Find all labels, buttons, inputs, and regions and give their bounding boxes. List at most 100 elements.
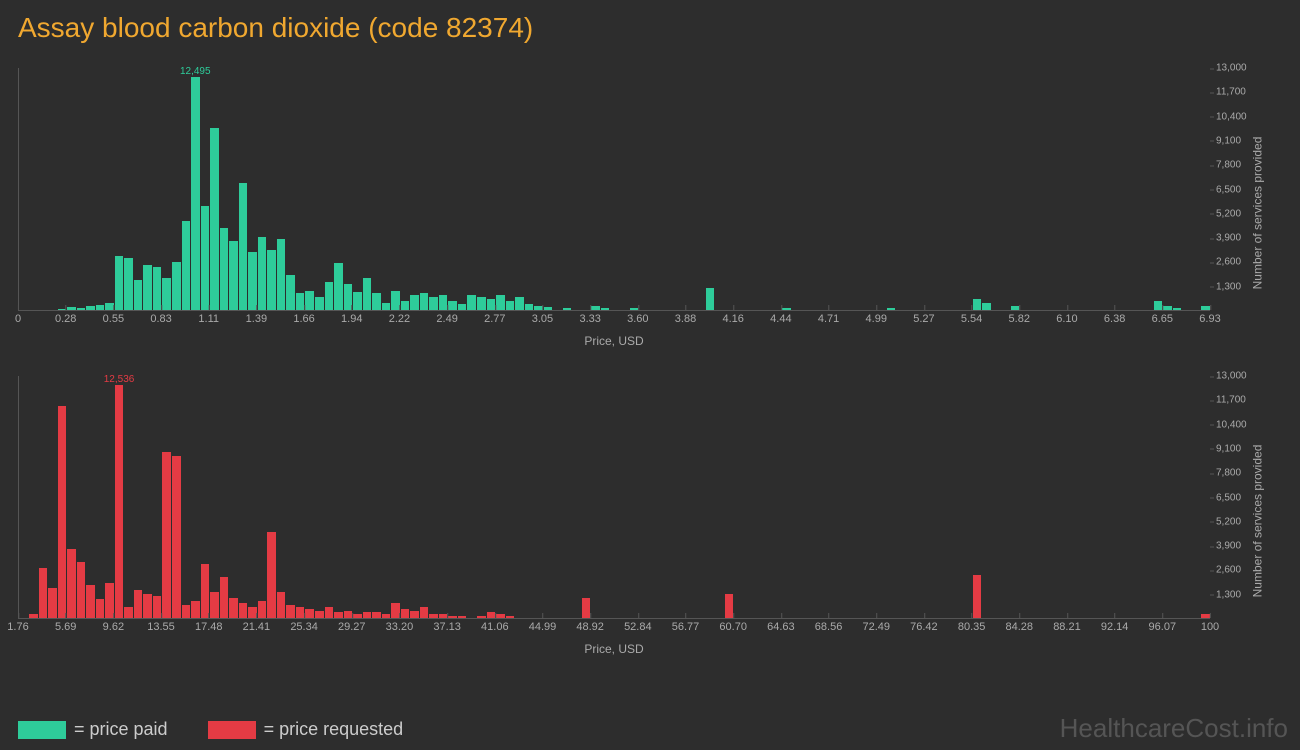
- bar: [1173, 308, 1182, 310]
- bar: [86, 585, 95, 619]
- x-tick: 52.84: [624, 621, 652, 633]
- x-tick: 6.38: [1104, 313, 1125, 325]
- bar: [48, 588, 57, 618]
- x-tick: 33.20: [386, 621, 414, 633]
- bar: [115, 256, 124, 310]
- legend-label-paid: = price paid: [74, 719, 168, 740]
- x-tick: 1.76: [7, 621, 28, 633]
- y-tick: 1,300: [1216, 589, 1241, 600]
- y-tick: 5,200: [1216, 208, 1241, 219]
- bar: [182, 605, 191, 618]
- chart-bottom-y-ticks: 1,3002,6003,9005,2006,5007,8009,10010,40…: [1212, 376, 1250, 619]
- chart-bottom-peak-label: 12,536: [104, 374, 135, 385]
- bar: [372, 293, 381, 310]
- bar: [1011, 306, 1020, 310]
- bar: [143, 594, 152, 618]
- bar: [162, 278, 171, 310]
- bar: [210, 592, 219, 618]
- bar: [277, 592, 286, 618]
- bar: [325, 607, 334, 618]
- y-tick: 1,300: [1216, 281, 1241, 292]
- bar: [201, 564, 210, 618]
- chart-bottom-plot: 12,536: [18, 376, 1210, 619]
- x-tick: 5.82: [1009, 313, 1030, 325]
- bar: [258, 237, 267, 310]
- x-tick: 4.71: [818, 313, 839, 325]
- bar: [86, 306, 95, 310]
- bar: [410, 295, 419, 310]
- bar: [153, 267, 162, 310]
- bar: [448, 301, 457, 310]
- x-tick: 4.44: [770, 313, 791, 325]
- bar: [277, 239, 286, 310]
- bar: [477, 616, 486, 618]
- chart-top: 12,495 00.280.550.831.111.391.661.942.22…: [18, 56, 1250, 356]
- bar: [496, 295, 505, 310]
- bar: [506, 616, 515, 618]
- bar: [315, 611, 324, 618]
- y-tick: 2,600: [1216, 565, 1241, 576]
- bar: [429, 614, 438, 618]
- y-tick: 3,900: [1216, 233, 1241, 244]
- legend-item-requested: = price requested: [208, 719, 404, 740]
- bar: [124, 258, 133, 310]
- x-tick: 1.39: [246, 313, 267, 325]
- bar: [706, 288, 715, 310]
- bar: [1201, 614, 1210, 618]
- y-tick: 2,600: [1216, 257, 1241, 268]
- x-tick: 41.06: [481, 621, 509, 633]
- x-tick: 84.28: [1006, 621, 1034, 633]
- x-tick: 88.21: [1053, 621, 1081, 633]
- x-tick: 44.99: [529, 621, 557, 633]
- watermark: HealthcareCost.info: [1060, 713, 1288, 744]
- bar: [544, 307, 553, 310]
- bar: [353, 292, 362, 310]
- chart-top-bars: [19, 68, 1210, 310]
- x-tick: 0.55: [103, 313, 124, 325]
- bar: [534, 306, 543, 310]
- bar: [401, 301, 410, 310]
- bar: [973, 299, 982, 310]
- legend-swatch-paid: [18, 721, 66, 739]
- bar: [363, 278, 372, 310]
- x-tick: 72.49: [862, 621, 890, 633]
- x-tick: 13.55: [147, 621, 175, 633]
- bar: [477, 297, 486, 310]
- bar: [420, 293, 429, 310]
- bar: [334, 263, 343, 310]
- x-tick: 2.22: [389, 313, 410, 325]
- bar: [267, 250, 276, 310]
- x-tick: 5.54: [961, 313, 982, 325]
- bar: [115, 385, 124, 618]
- y-tick: 5,200: [1216, 516, 1241, 527]
- bar: [525, 304, 534, 310]
- bar: [458, 616, 467, 618]
- bar: [267, 532, 276, 618]
- legend-item-paid: = price paid: [18, 719, 168, 740]
- bar: [372, 612, 381, 618]
- chart-top-plot: 12,495: [18, 68, 1210, 311]
- bar: [467, 295, 476, 310]
- x-tick: 6.10: [1056, 313, 1077, 325]
- bar: [134, 590, 143, 618]
- bar: [96, 305, 105, 310]
- x-tick: 48.92: [576, 621, 604, 633]
- bar: [630, 308, 639, 310]
- bar: [220, 577, 229, 618]
- bar: [58, 406, 67, 618]
- bar: [96, 599, 105, 618]
- bar: [382, 303, 391, 310]
- bar: [172, 262, 181, 310]
- x-tick: 64.63: [767, 621, 795, 633]
- y-tick: 3,900: [1216, 541, 1241, 552]
- bar: [420, 607, 429, 618]
- x-tick: 5.69: [55, 621, 76, 633]
- y-tick: 7,800: [1216, 160, 1241, 171]
- bar: [172, 456, 181, 618]
- bar: [448, 616, 457, 618]
- x-tick: 76.42: [910, 621, 938, 633]
- x-tick: 0.28: [55, 313, 76, 325]
- x-tick: 0.83: [150, 313, 171, 325]
- chart-bottom-x-ticks: 1.765.699.6213.5517.4821.4125.3429.2733.…: [18, 621, 1210, 636]
- bar: [601, 308, 610, 310]
